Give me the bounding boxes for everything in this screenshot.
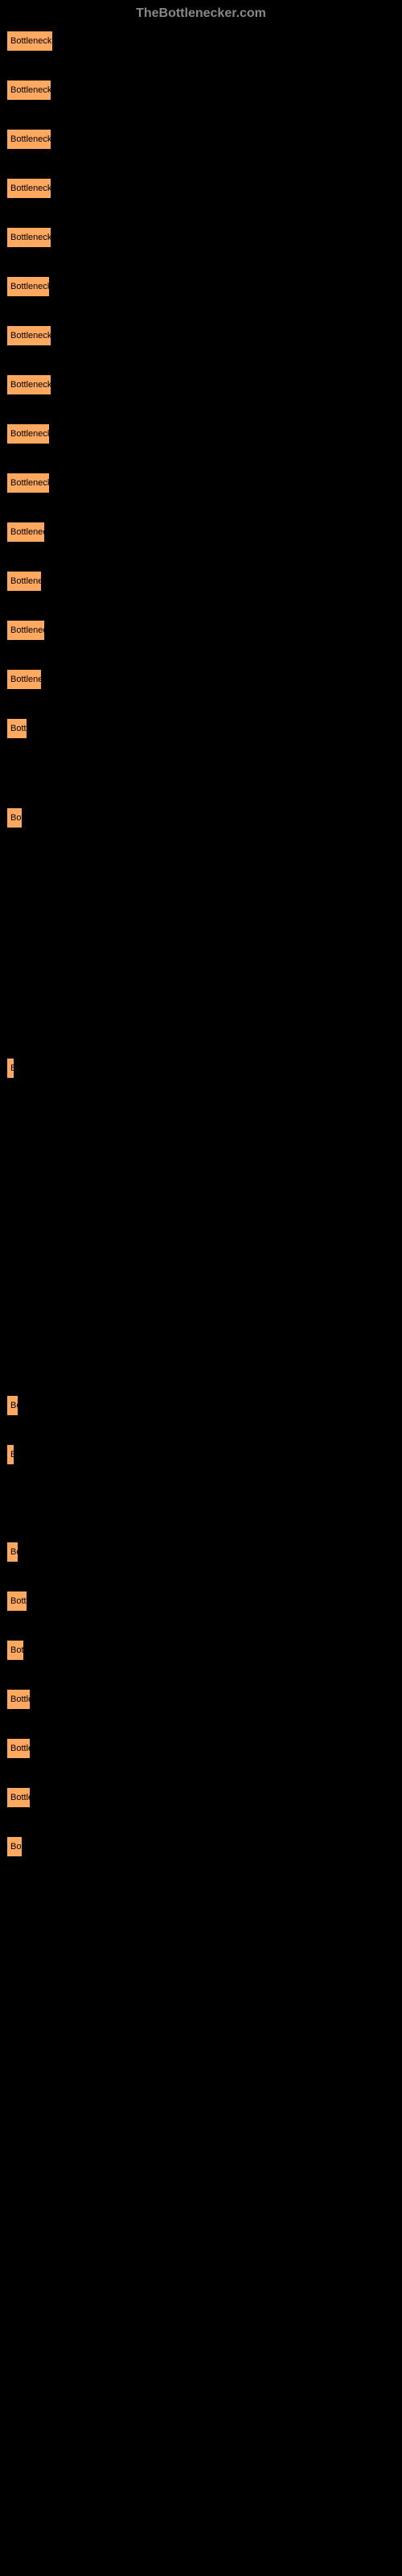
link-row: Bottleneck res [0,27,402,59]
link-row: B [0,1055,402,1086]
link-row: Bottleneck r [0,420,402,452]
bottleneck-link[interactable]: Bottle [6,1689,31,1710]
bottleneck-link[interactable]: Bottleneck res [6,31,53,52]
link-row: Bo [0,1538,402,1570]
link-row [0,1329,402,1350]
link-row: Bottleneck re [0,126,402,157]
bottleneck-link[interactable]: Bottlenec [6,669,42,690]
link-row: Bottleneck [0,518,402,550]
bottleneck-link[interactable]: Bottle [6,1738,31,1759]
bottleneck-link[interactable]: Bottleneck r [6,276,50,297]
bottleneck-link[interactable]: Bott [6,1640,24,1661]
bottleneck-link[interactable]: B [6,1058,14,1079]
bottleneck-link[interactable]: Bottleneck re [6,227,51,248]
bottleneck-link[interactable]: Bottleneck re [6,80,51,101]
link-row: Bo [0,1392,402,1423]
bottleneck-link[interactable]: Bottleneck r [6,473,50,493]
bottleneck-link[interactable]: B [6,1444,14,1465]
bottleneck-link[interactable]: Bottleneck re [6,129,51,150]
link-row: Bottleneck re [0,175,402,206]
link-row: Bottl [0,1587,402,1619]
link-row: B [0,1441,402,1472]
link-row: Bot [0,1833,402,1864]
bottleneck-link[interactable]: Bottleneck re [6,325,51,346]
bottleneck-link[interactable]: Bot [6,807,23,828]
link-row: Bottlenec [0,568,402,599]
link-row: Bottleneck re [0,371,402,402]
link-row: Bottleneck re [0,224,402,255]
bottleneck-link[interactable]: Bottleneck [6,522,45,543]
link-row: Bottl [0,715,402,746]
link-row: Bott [0,1637,402,1668]
bottleneck-link[interactable]: Bottle [6,1787,31,1808]
link-row: Bottle [0,1686,402,1717]
bottleneck-link[interactable]: Bot [6,1836,23,1857]
link-row: Bottleneck re [0,76,402,108]
link-row: Bottle [0,1735,402,1766]
link-row: Bottleneck [0,617,402,648]
site-header: TheBottlenecker.com [0,0,402,27]
link-row: Bottleneck r [0,469,402,501]
bottleneck-link[interactable] [6,1340,8,1343]
bottleneck-link[interactable]: Bottlenec [6,571,42,592]
bottleneck-link[interactable]: Bottleneck r [6,423,50,444]
link-row: Bottleneck re [0,322,402,353]
bottleneck-link[interactable]: Bo [6,1395,18,1416]
bottleneck-link[interactable]: Bottleneck re [6,374,51,395]
link-row: Bottleneck r [0,273,402,304]
bottleneck-link[interactable]: Bottleneck [6,620,45,641]
bottleneck-link[interactable]: Bottl [6,1591,27,1612]
bottleneck-link[interactable]: Bottleneck re [6,178,51,199]
link-row: Bottle [0,1784,402,1815]
link-row: Bot [0,804,402,836]
bottleneck-link[interactable]: Bo [6,1542,18,1563]
bottleneck-link[interactable]: Bottl [6,718,27,739]
link-row: Bottlenec [0,666,402,697]
